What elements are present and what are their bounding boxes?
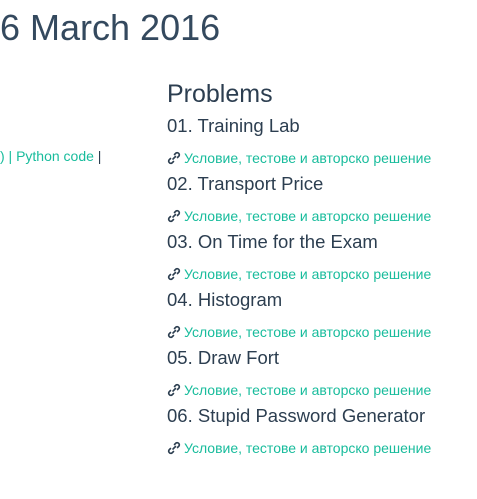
problem-link-label: Условие, тестове и авторско решение xyxy=(184,150,432,166)
problem-item: 05. Draw Fort Условие, тестове и авторск… xyxy=(167,347,467,399)
problem-item: 06. Stupid Password Generator Условие, т… xyxy=(167,405,467,457)
problem-link-label: Условие, тестове и авторско решение xyxy=(184,324,432,340)
link-icon xyxy=(167,151,181,165)
problem-title: 04. Histogram xyxy=(167,289,283,310)
problem-title: 06. Stupid Password Generator xyxy=(167,405,426,426)
separator: | xyxy=(93,148,102,164)
problem-title: 02. Transport Price xyxy=(167,173,324,194)
problem-item: 02. Transport Price Условие, тестове и а… xyxy=(167,173,467,225)
problem-solution-link[interactable]: Условие, тестове и авторско решение xyxy=(167,149,467,167)
left-links: ) | Python code | xyxy=(0,148,101,164)
problem-link-label: Условие, тестове и авторско решение xyxy=(184,266,432,282)
python-code-link[interactable]: Python code xyxy=(16,148,94,164)
link-icon xyxy=(167,267,181,281)
link-icon xyxy=(167,383,181,397)
problem-link-label: Условие, тестове и авторско решение xyxy=(184,382,432,398)
problem-item: 04. Histogram Условие, тестове и авторск… xyxy=(167,289,467,341)
problem-solution-link[interactable]: Условие, тестове и авторско решение xyxy=(167,439,467,457)
problem-solution-link[interactable]: Условие, тестове и авторско решение xyxy=(167,323,467,341)
problem-title: 05. Draw Fort xyxy=(167,347,280,368)
problem-link-label: Условие, тестове и авторско решение xyxy=(184,208,432,224)
link-icon xyxy=(167,441,181,455)
truncated-link[interactable]: ) | xyxy=(0,148,17,164)
problem-item: 01. Training Lab Условие, тестове и авто… xyxy=(167,115,467,167)
link-icon xyxy=(167,209,181,223)
problems-section: Problems 01. Training Lab Условие, тесто… xyxy=(167,79,467,457)
page-title: 6 March 2016 xyxy=(0,7,221,48)
problem-link-label: Условие, тестове и авторско решение xyxy=(184,440,432,456)
problem-title: 03. On Time for the Exam xyxy=(167,231,378,252)
problems-heading: Problems xyxy=(167,80,273,108)
problem-solution-link[interactable]: Условие, тестове и авторско решение xyxy=(167,207,467,225)
problem-item: 03. On Time for the Exam Условие, тестов… xyxy=(167,231,467,283)
problem-solution-link[interactable]: Условие, тестове и авторско решение xyxy=(167,265,467,283)
problem-solution-link[interactable]: Условие, тестове и авторско решение xyxy=(167,381,467,399)
link-icon xyxy=(167,325,181,339)
problem-title: 01. Training Lab xyxy=(167,115,300,136)
